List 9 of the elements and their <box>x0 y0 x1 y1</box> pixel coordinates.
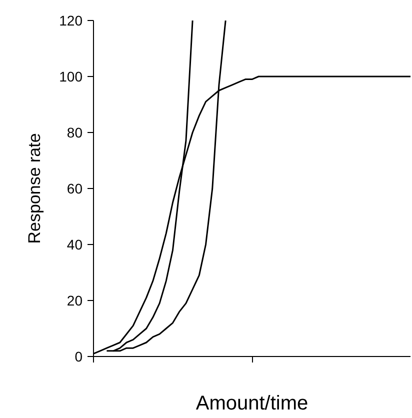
y-tick-label: 40 <box>66 236 83 252</box>
y-tick-label: 60 <box>66 180 83 196</box>
x-axis-title: Amount/time <box>196 392 308 414</box>
y-tick-label: 80 <box>66 124 83 140</box>
y-axis-title: Response rate <box>25 133 44 244</box>
y-tick-label: 100 <box>59 68 83 84</box>
y-tick-label: 0 <box>74 348 83 364</box>
y-tick-label: 20 <box>66 292 83 308</box>
y-tick-label: 120 <box>59 12 83 28</box>
